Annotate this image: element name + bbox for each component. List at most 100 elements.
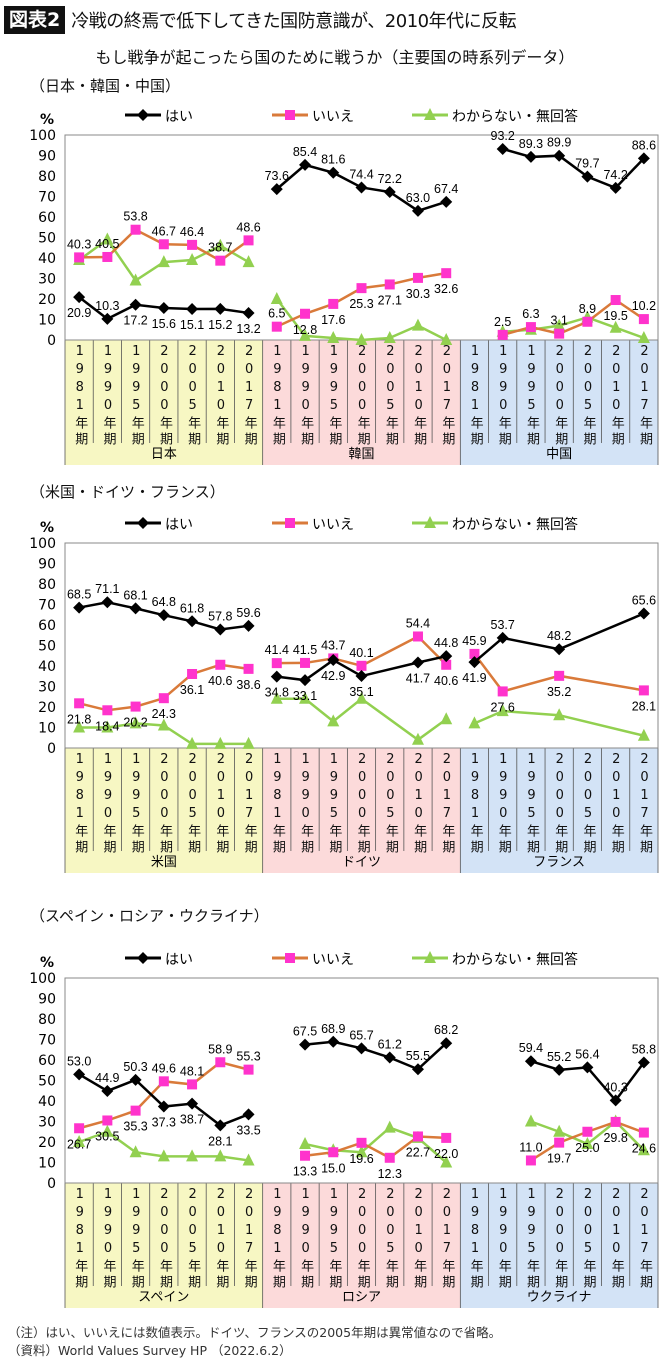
data-label-no: 40.3 <box>67 237 91 251</box>
y-tick-label: 60 <box>38 618 56 634</box>
data-label-no: 24.6 <box>632 1142 656 1156</box>
data-label-no: 48.1 <box>180 1064 204 1078</box>
y-tick-label: 60 <box>38 1053 56 1069</box>
data-label-no: 19.5 <box>603 309 627 323</box>
legend-marker-no <box>285 518 295 528</box>
data-point-yes <box>73 601 86 614</box>
data-point-no <box>582 1126 593 1137</box>
data-label-no: 46.7 <box>152 224 176 238</box>
data-label-yes: 56.4 <box>575 1047 599 1061</box>
y-tick-label: 30 <box>38 1115 56 1131</box>
data-point-no <box>412 272 423 283</box>
data-point-no <box>638 1127 649 1138</box>
y-tick-label: 80 <box>38 169 56 185</box>
data-point-yes <box>468 656 481 669</box>
data-point-yes <box>553 1063 566 1076</box>
data-label-no: 29.8 <box>603 1131 627 1145</box>
period-label: 2005年期 <box>580 1187 596 1291</box>
series-line-dk <box>473 709 645 737</box>
chart-panel-us-germany-france: はい いいえ わからない・無回答% 米国 ドイツ フランス 0 10 20 30 40 50 60 70 8… <box>29 516 659 873</box>
data-label-no: 22.7 <box>406 1145 430 1159</box>
data-label-no: 30.5 <box>95 1129 119 1143</box>
country-label: フランス <box>533 855 585 870</box>
data-point-yes <box>496 142 509 155</box>
period-label: 2005年期 <box>185 1187 201 1291</box>
data-point-dk <box>440 333 453 345</box>
y-tick-label: 40 <box>38 659 56 675</box>
data-point-dk <box>383 1120 396 1133</box>
data-point-no <box>469 648 480 659</box>
data-point-no <box>554 670 565 681</box>
period-label: 1995年期 <box>128 344 144 448</box>
legend-label-yes: はい <box>165 109 193 125</box>
data-point-yes <box>327 654 340 667</box>
period-label: 1995年期 <box>524 344 540 448</box>
data-point-dk <box>524 1114 537 1127</box>
data-label-yes: 89.9 <box>547 136 571 150</box>
y-tick-label: 40 <box>38 251 56 267</box>
data-point-yes <box>299 1038 312 1051</box>
legend-marker-yes <box>137 952 149 964</box>
period-label: 2017年期 <box>636 344 652 448</box>
period-label: 1981年期 <box>269 344 285 448</box>
y-tick-label: 0 <box>47 741 56 757</box>
figure-title-row: 図表2 冷戦の終焉で低下してきた国防意識が、2010年代に反転 <box>4 6 517 34</box>
data-label-no: 3.1 <box>550 314 567 328</box>
data-point-dk <box>496 704 509 717</box>
data-point-no <box>74 252 85 263</box>
data-point-dk <box>186 253 199 266</box>
data-point-no <box>187 1079 198 1090</box>
data-label-yes: 79.7 <box>575 157 599 171</box>
data-label-no: 21.8 <box>67 712 91 726</box>
period-label: 2005年期 <box>185 344 201 448</box>
data-point-no <box>356 1137 367 1148</box>
data-label-yes: 63.0 <box>406 191 430 205</box>
period-label: 1981年期 <box>467 1187 483 1291</box>
data-point-yes <box>581 170 594 183</box>
legend-marker-yes <box>137 109 149 121</box>
period-label: 1995年期 <box>326 752 342 856</box>
data-point-yes <box>242 1108 255 1121</box>
period-label: 2017年期 <box>241 344 257 448</box>
data-point-dk <box>355 333 368 345</box>
period-label: 1995年期 <box>128 1187 144 1291</box>
data-label-yes: 67.5 <box>293 1025 317 1039</box>
data-label-no: 6.3 <box>522 307 539 321</box>
figure-badge: 図表2 <box>4 6 66 34</box>
period-label: 2010年期 <box>411 752 427 856</box>
data-label-yes: 35.1 <box>349 685 373 699</box>
data-point-no <box>300 1150 311 1161</box>
legend-label-dk: わからない・無回答 <box>452 108 578 125</box>
data-point-no <box>74 1123 85 1134</box>
legend-label-no: いいえ <box>312 952 354 968</box>
period-label: 2017年期 <box>439 1187 455 1291</box>
section-title-2: （米国・ドイツ・フランス） <box>30 483 225 501</box>
figure-title: 冷戦の終焉で低下してきた国防意識が、2010年代に反転 <box>71 11 517 32</box>
period-label: 1981年期 <box>467 344 483 448</box>
data-label-yes: 61.8 <box>180 601 204 615</box>
data-label-yes: 55.2 <box>547 1050 571 1064</box>
country-label: ウクライナ <box>527 1290 592 1305</box>
y-tick-label: 30 <box>38 272 56 288</box>
period-label: 2000年期 <box>354 344 370 448</box>
data-point-no <box>215 1057 226 1068</box>
data-point-dk <box>270 292 283 304</box>
y-axis-unit: % <box>40 112 54 128</box>
data-point-no <box>525 1155 536 1166</box>
data-point-yes <box>637 1056 650 1069</box>
data-point-yes <box>637 607 650 620</box>
data-point-yes <box>524 1055 537 1068</box>
data-point-yes <box>383 1051 396 1064</box>
data-point-yes <box>496 631 509 644</box>
data-point-dk <box>242 736 255 749</box>
legend: はい いいえ わからない・無回答 <box>125 108 578 125</box>
legend-label-dk: わからない・無回答 <box>452 951 578 968</box>
data-point-no <box>243 663 254 674</box>
period-label: 1995年期 <box>524 752 540 856</box>
country-band <box>65 748 263 873</box>
period-label: 1990年期 <box>495 752 511 856</box>
data-point-yes <box>355 670 368 683</box>
data-point-no <box>328 298 339 309</box>
data-point-dk <box>468 716 481 729</box>
data-label-no: 40.6 <box>434 674 458 688</box>
